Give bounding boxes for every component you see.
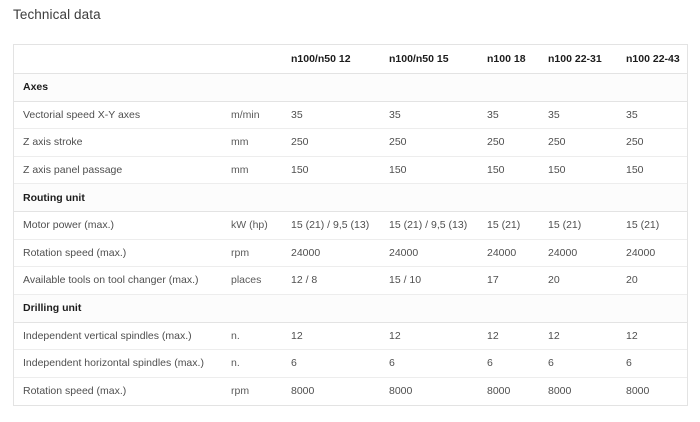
row-value: 150	[617, 156, 687, 184]
row-value: 35	[617, 101, 687, 129]
section-header-row: Drilling unit	[14, 293, 687, 323]
row-value: 24000	[539, 239, 617, 267]
row-value: 35	[539, 101, 617, 129]
row-unit: mm	[222, 156, 282, 184]
row-value: 6	[539, 349, 617, 378]
row-value: 6	[478, 349, 539, 378]
row-value: 150	[478, 156, 539, 184]
column-header-n100-n50-15: n100/n50 15	[380, 45, 478, 74]
row-value: 15 (21)	[478, 211, 539, 240]
row-label: Z axis panel passage	[14, 156, 222, 184]
technical-data-table: n100/n50 12 n100/n50 15 n100 18 n100 22-…	[14, 45, 687, 405]
table-row: Independent horizontal spindles (max.) n…	[14, 349, 687, 378]
row-unit: rpm	[222, 239, 282, 267]
table-row: Rotation speed (max.) rpm 8000 8000 8000…	[14, 377, 687, 405]
row-unit: m/min	[222, 101, 282, 129]
page-title: Technical data	[13, 7, 101, 22]
row-value: 15 (21) / 9,5 (13)	[380, 211, 478, 240]
row-value: 6	[617, 349, 687, 378]
row-value: 15 / 10	[380, 266, 478, 295]
row-label: Independent horizontal spindles (max.)	[14, 349, 222, 378]
row-value: 150	[282, 156, 380, 184]
row-value: 250	[617, 128, 687, 157]
table-body: Axes Vectorial speed X-Y axes m/min 35 3…	[14, 72, 687, 405]
row-value: 12	[380, 322, 478, 350]
row-value: 35	[380, 101, 478, 129]
row-value: 8000	[380, 377, 478, 405]
row-value: 35	[478, 101, 539, 129]
row-label: Available tools on tool changer (max.)	[14, 266, 222, 295]
section-title-routing-unit: Routing unit	[14, 183, 687, 212]
row-value: 24000	[478, 239, 539, 267]
table-header-row: n100/n50 12 n100/n50 15 n100 18 n100 22-…	[14, 45, 687, 74]
header-label-column	[14, 45, 222, 74]
row-label: Z axis stroke	[14, 128, 222, 157]
row-value: 12	[539, 322, 617, 350]
row-unit: places	[222, 266, 282, 295]
row-unit: n.	[222, 349, 282, 378]
row-value: 24000	[380, 239, 478, 267]
row-value: 150	[380, 156, 478, 184]
row-value: 250	[478, 128, 539, 157]
row-value: 15 (21)	[617, 211, 687, 240]
table-row: Motor power (max.) kW (hp) 15 (21) / 9,5…	[14, 211, 687, 240]
row-value: 12	[282, 322, 380, 350]
row-value: 250	[282, 128, 380, 157]
row-label: Vectorial speed X-Y axes	[14, 101, 222, 129]
column-header-n100-22-43: n100 22-43	[617, 45, 687, 74]
table-row: Available tools on tool changer (max.) p…	[14, 266, 687, 295]
row-unit: n.	[222, 322, 282, 350]
row-unit: kW (hp)	[222, 211, 282, 240]
column-header-n100-22-31: n100 22-31	[539, 45, 617, 74]
row-value: 8000	[282, 377, 380, 405]
row-value: 12	[617, 322, 687, 350]
table-row: Rotation speed (max.) rpm 24000 24000 24…	[14, 239, 687, 267]
row-value: 20	[539, 266, 617, 295]
row-value: 24000	[617, 239, 687, 267]
row-value: 250	[539, 128, 617, 157]
table-header: n100/n50 12 n100/n50 15 n100 18 n100 22-…	[14, 45, 687, 74]
row-label: Rotation speed (max.)	[14, 377, 222, 405]
table-row: Independent vertical spindles (max.) n. …	[14, 322, 687, 350]
row-value: 15 (21)	[539, 211, 617, 240]
technical-data-table-container: n100/n50 12 n100/n50 15 n100 18 n100 22-…	[13, 44, 688, 406]
row-value: 15 (21) / 9,5 (13)	[282, 211, 380, 240]
row-value: 17	[478, 266, 539, 295]
column-header-n100-n50-12: n100/n50 12	[282, 45, 380, 74]
header-unit-column	[222, 45, 282, 74]
row-value: 20	[617, 266, 687, 295]
row-value: 250	[380, 128, 478, 157]
row-value: 24000	[282, 239, 380, 267]
row-value: 35	[282, 101, 380, 129]
row-unit: mm	[222, 128, 282, 157]
row-value: 6	[282, 349, 380, 378]
row-value: 6	[380, 349, 478, 378]
row-value: 8000	[539, 377, 617, 405]
row-label: Independent vertical spindles (max.)	[14, 322, 222, 350]
section-header-row: Axes	[14, 72, 687, 102]
table-row: Vectorial speed X-Y axes m/min 35 35 35 …	[14, 101, 687, 129]
row-value: 12 / 8	[282, 266, 380, 295]
column-header-n100-18: n100 18	[478, 45, 539, 74]
row-label: Rotation speed (max.)	[14, 239, 222, 267]
row-value: 8000	[617, 377, 687, 405]
section-title-drilling-unit: Drilling unit	[14, 293, 687, 323]
row-value: 8000	[478, 377, 539, 405]
section-title-axes: Axes	[14, 72, 687, 102]
row-label: Motor power (max.)	[14, 211, 222, 240]
row-value: 12	[478, 322, 539, 350]
row-value: 150	[539, 156, 617, 184]
table-row: Z axis stroke mm 250 250 250 250 250	[14, 128, 687, 157]
row-unit: rpm	[222, 377, 282, 405]
section-header-row: Routing unit	[14, 183, 687, 212]
table-row: Z axis panel passage mm 150 150 150 150 …	[14, 156, 687, 184]
